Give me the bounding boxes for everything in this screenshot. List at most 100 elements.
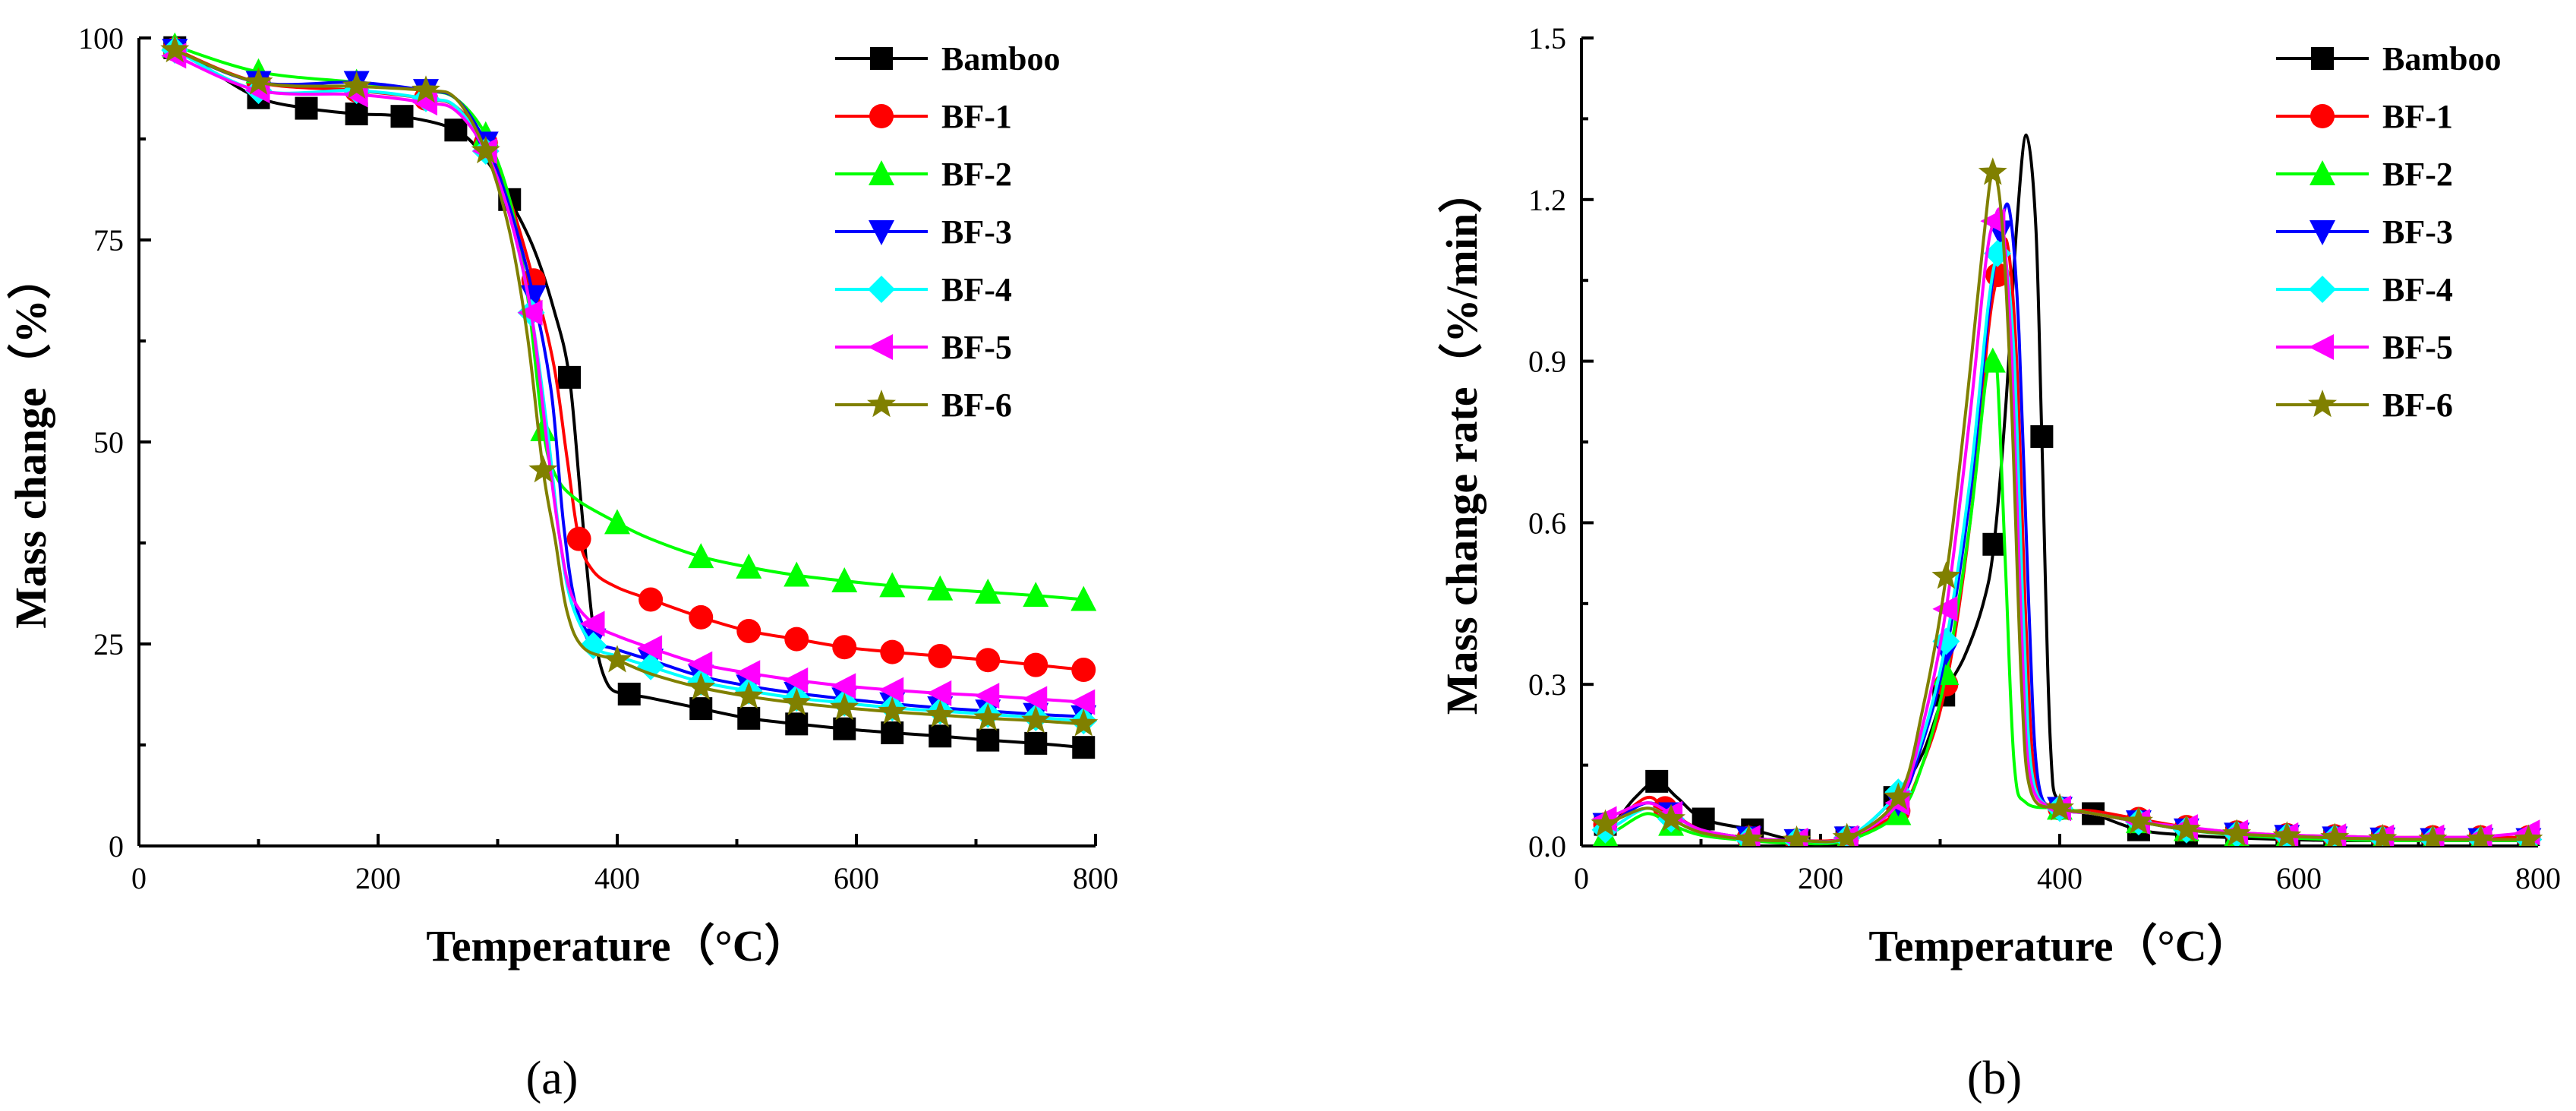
data-point-bamboo [881,721,904,745]
data-point-bamboo [2030,425,2054,448]
legend-label: BF-6 [2382,387,2453,424]
legend-label: BF-6 [941,387,1012,424]
y-tick-label: 0.3 [1528,668,1566,702]
data-point-bf-5 [735,660,761,686]
data-point-bf-6 [2466,824,2496,846]
x-tick-label: 200 [355,861,401,895]
series-bf-6 [160,35,1099,737]
data-point-bamboo [617,682,641,705]
data-point-bf-4 [579,632,607,660]
data-point-bf-6 [2368,823,2398,846]
data-point-bf-1 [784,627,809,652]
data-point-bf-5 [579,611,605,637]
legend-marker [2309,334,2334,360]
data-point-bf-6 [782,687,812,715]
data-point-bf-1 [638,587,664,612]
data-point-bf-1 [976,648,1001,673]
legend-label: BF-4 [2382,271,2453,308]
data-point-bf-2 [784,561,810,587]
series-line-bf-2 [1604,354,2529,846]
y-tick-label: 0 [109,829,124,863]
data-point-bamboo [1645,769,1669,793]
data-point-bf-5 [1932,595,1958,622]
data-point-bf-1 [928,643,953,668]
data-point-bamboo [558,365,581,389]
y-axis-title: Mass change（%） [6,255,55,628]
data-point-bamboo [295,96,318,120]
data-point-bamboo [1072,736,1096,759]
legend-marker [868,334,893,360]
data-point-bf-6 [1021,705,1051,734]
data-point-bf-1 [1071,658,1096,683]
data-point-bf-5 [1070,689,1096,715]
data-point-bf-6 [411,75,440,103]
y-tick-label: 100 [78,21,124,55]
data-point-bf-5 [878,677,904,703]
data-point-bf-5 [1980,208,2006,235]
data-point-bf-6 [2272,821,2302,846]
data-point-bf-6 [925,699,955,728]
data-point-bamboo [1024,731,1048,755]
x-tick-label: 400 [594,861,640,895]
legend-label: Bamboo [2382,40,2501,77]
y-tick-label: 50 [93,425,124,459]
legend-marker [869,220,894,245]
data-point-bf-6 [1884,782,1913,810]
y-tick-label: 1.5 [1528,21,1566,55]
data-point-bf-2 [736,553,762,579]
x-tick-label: 400 [2037,861,2083,895]
series-bf-6 [1591,157,2543,846]
data-point-bf-6 [1978,157,2007,185]
data-point-bf-5 [926,680,952,706]
data-point-bf-6 [1591,809,1620,837]
data-point-bf-6 [2124,806,2153,835]
data-point-bf-1 [880,639,905,664]
data-point-bf-5 [831,673,856,699]
series-bf-5 [161,43,1096,715]
data-point-bamboo [785,712,809,736]
series-bf-4 [161,36,1098,735]
data-point-bf-6 [471,136,500,164]
y-tick-label: 25 [93,627,124,661]
data-point-bf-6 [1657,803,1686,832]
data-point-bamboo [976,728,1000,752]
data-point-bf-5 [687,651,713,677]
legend-marker [870,47,893,70]
y-tick-label: 75 [93,223,124,257]
series-line-bf-3 [174,49,1084,718]
legend-label: BF-2 [2382,156,2453,193]
legend-marker [2310,104,2335,128]
data-point-bf-6 [2514,824,2543,846]
data-point-bamboo [345,103,368,126]
legend-marker [2310,220,2335,245]
x-tick-label: 200 [1798,861,1843,895]
legend-label: BF-3 [941,213,1012,251]
data-point-bf-5 [974,683,1000,709]
legend-label: BF-5 [941,329,1012,366]
x-tick-label: 600 [834,861,879,895]
data-point-bf-2 [688,543,714,569]
legend-label: BF-5 [2382,329,2453,366]
x-tick-label: 600 [2276,861,2322,895]
data-point-bf-1 [736,618,761,643]
data-point-bamboo [929,724,952,748]
data-point-bf-2 [927,575,954,601]
data-point-bamboo [737,706,761,730]
y-tick-label: 1.2 [1528,183,1566,217]
legend-marker [2310,160,2335,185]
data-point-bf-6 [1782,825,1811,846]
data-point-bf-5 [1022,686,1048,712]
data-point-bf-6 [2171,814,2201,842]
data-point-bf-6 [2418,824,2448,846]
legend-label: BF-1 [2382,98,2453,135]
data-point-bf-6 [2045,793,2074,821]
data-point-bf-6 [342,71,371,99]
y-tick-label: 0.0 [1528,829,1566,863]
data-point-bf-5 [783,667,809,693]
data-point-bf-6 [160,35,190,63]
x-axis-title: Temperature（°C） [426,921,808,971]
legend-marker [869,104,894,128]
data-point-bamboo [1982,532,2006,556]
data-point-bf-2 [1023,582,1049,608]
data-point-bf-6 [1734,824,1764,846]
